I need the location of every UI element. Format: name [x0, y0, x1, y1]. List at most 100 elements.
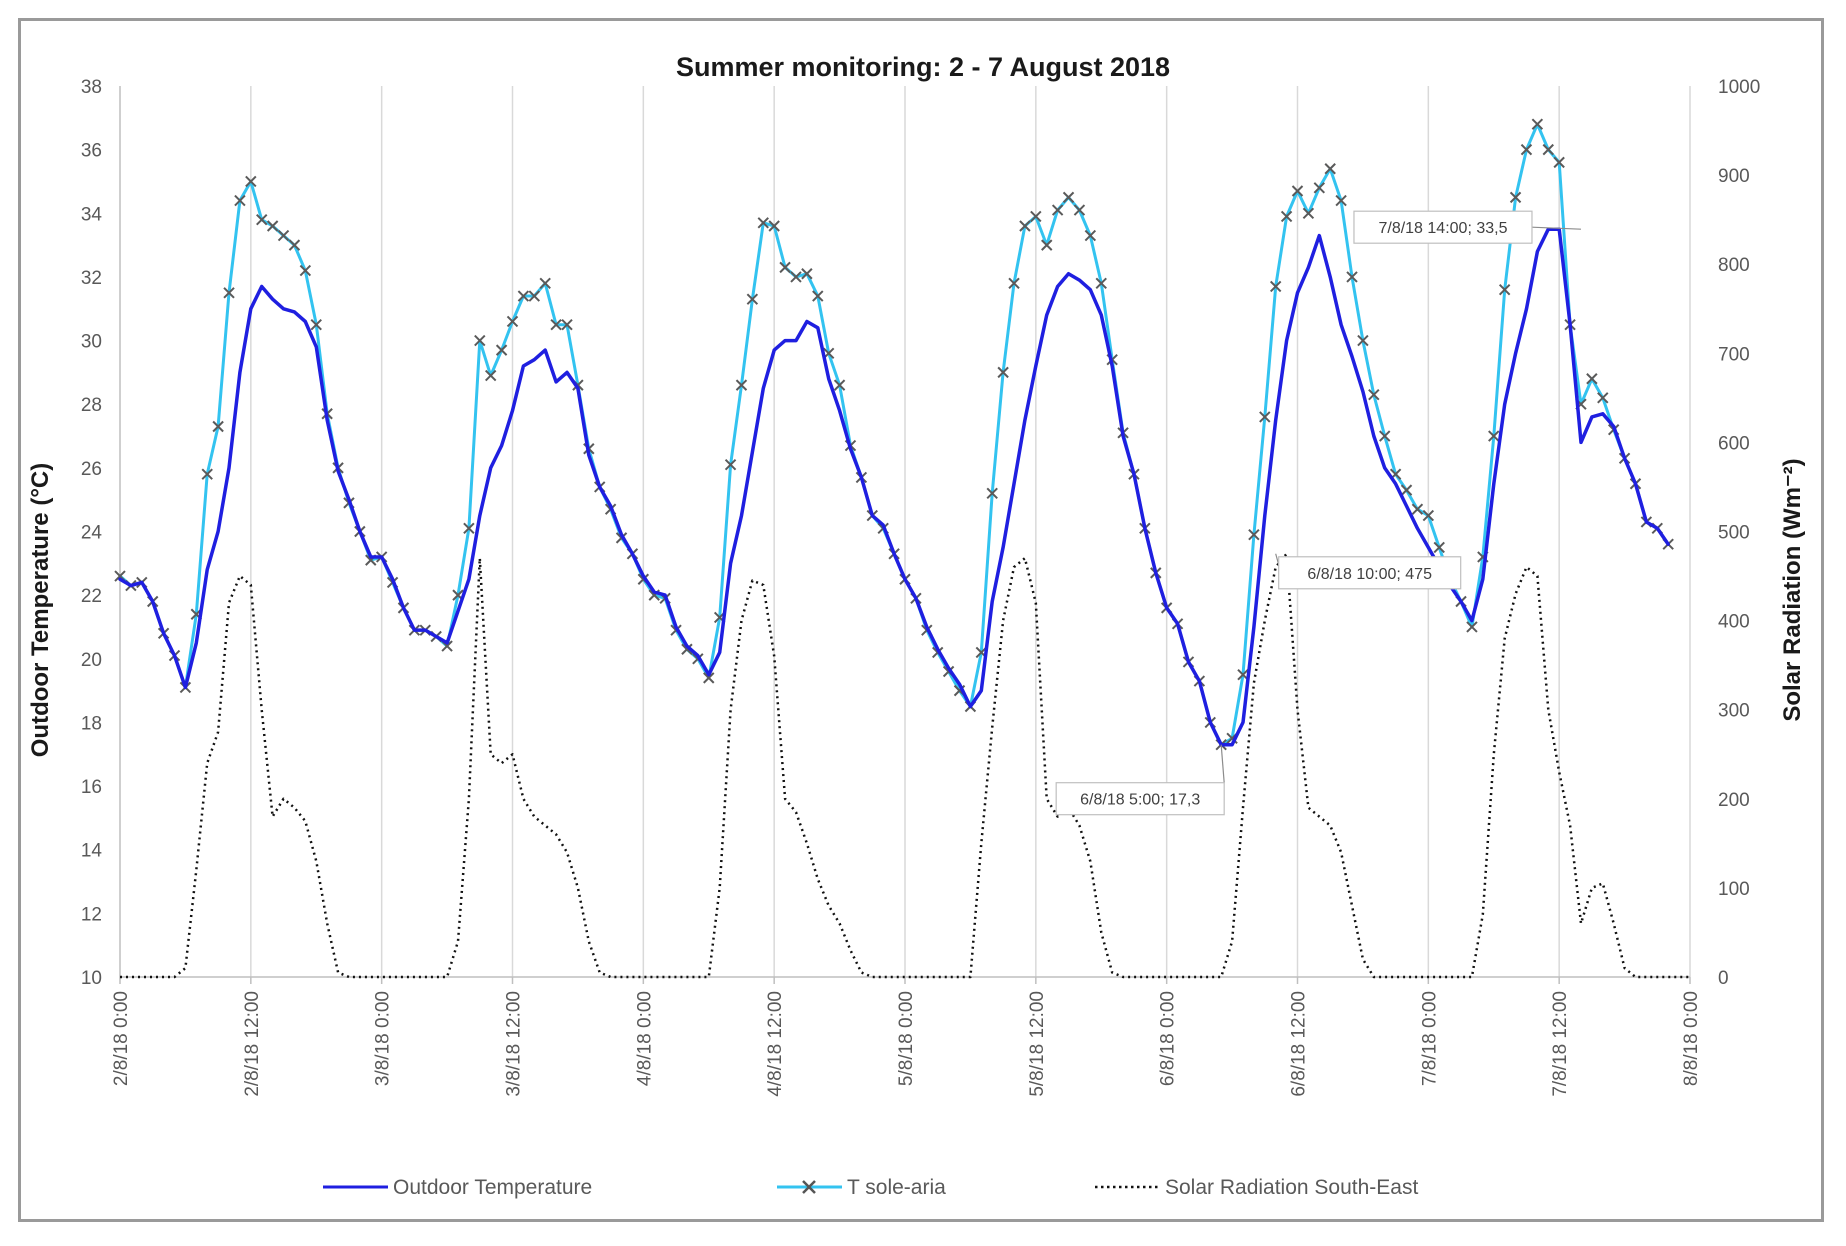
x-tick-label: 6/8/18 0:00 — [1158, 991, 1179, 1086]
series-outdoor-temperature — [118, 227, 1670, 747]
data-point-marker — [1280, 210, 1293, 223]
data-point-marker — [299, 264, 312, 277]
legend-item-solar-radiation[interactable]: Solar Radiation South-East — [1095, 1176, 1418, 1199]
left-tick-label: 14 — [81, 841, 103, 862]
data-point-marker — [833, 379, 846, 391]
callout-box — [1278, 556, 1462, 590]
x-tick-label: 2/8/18 12:00 — [242, 991, 263, 1097]
data-point-marker — [223, 287, 235, 299]
left-tick-label: 24 — [81, 523, 103, 544]
data-point-marker — [550, 318, 562, 331]
x-axis-ticks: 2/8/18 0:00 2/8/18 12:00 3/8/18 0:00 3/8/18… — [111, 991, 1702, 1097]
data-point-marker — [1488, 430, 1500, 442]
x-tick-label: 5/8/18 12:00 — [1027, 991, 1048, 1097]
data-point-marker — [1379, 430, 1391, 442]
data-point-marker — [528, 290, 541, 302]
data-point-marker — [201, 468, 213, 480]
left-tick-label: 36 — [81, 141, 102, 162]
left-tick-label: 12 — [81, 904, 102, 925]
data-point-marker — [1498, 283, 1511, 296]
legend: Outdoor Temperature T sole-aria Solar Ra… — [323, 1176, 1418, 1199]
data-point-marker — [1259, 411, 1271, 423]
data-point-marker — [1095, 277, 1107, 290]
callout-box — [1353, 210, 1533, 244]
left-tick-label: 30 — [81, 332, 102, 353]
legend-item-outdoor-temperature[interactable]: Outdoor Temperature — [323, 1176, 592, 1199]
data-point-marker — [1466, 621, 1478, 633]
data-point-marker — [463, 522, 475, 535]
data-point-marker — [735, 379, 748, 391]
left-tick-label: 18 — [81, 713, 102, 734]
data-point-marker — [1433, 541, 1445, 554]
left-tick-label: 28 — [81, 395, 102, 416]
data-point-marker — [1411, 503, 1424, 515]
data-point-marker — [1019, 220, 1031, 232]
legend-label-t-sole-aria: T sole-aria — [847, 1176, 946, 1199]
right-tick-label: 300 — [1718, 701, 1750, 722]
data-point-marker — [266, 220, 279, 232]
data-point-marker — [1346, 271, 1358, 283]
data-callout: 6/8/18 5:00; 17,3 — [1055, 744, 1225, 816]
data-point-marker — [1597, 392, 1609, 404]
data-point-marker — [1041, 239, 1053, 251]
x-tick-label: 4/8/18 12:00 — [765, 991, 786, 1097]
right-tick-label: 600 — [1718, 433, 1750, 454]
data-point-marker — [474, 334, 486, 347]
data-point-marker — [757, 217, 769, 229]
data-point-marker — [1400, 484, 1413, 496]
left-tick-label: 20 — [81, 650, 102, 671]
data-point-marker — [1269, 280, 1282, 293]
data-point-marker — [1335, 194, 1347, 207]
data-point-marker — [768, 220, 780, 232]
left-axis-title: Outdoor Temperature (°C) — [27, 463, 54, 758]
left-tick-label: 10 — [81, 968, 102, 989]
data-callout: 6/8/18 10:00; 475 — [1275, 553, 1462, 590]
data-point-marker — [539, 277, 551, 290]
callout-leader — [1531, 226, 1581, 230]
data-point-marker — [724, 458, 737, 471]
data-point-marker — [212, 420, 224, 433]
right-tick-label: 800 — [1718, 255, 1750, 276]
data-point-marker — [1084, 229, 1097, 242]
data-point-marker — [1586, 373, 1598, 385]
callout-label: 7/8/18 14:00; 33,5 — [1378, 220, 1507, 237]
data-point-marker — [681, 643, 693, 655]
chart-title: Summer monitoring: 2 - 7 August 2018 — [676, 52, 1170, 82]
annotation-layer: 7/8/18 14:00; 33,5 6/8/18 10:00; 475 6/8/1… — [1055, 210, 1581, 816]
data-point-marker — [790, 271, 802, 283]
data-point-marker — [1062, 191, 1075, 204]
data-point-marker — [1073, 204, 1086, 216]
data-point-marker — [1542, 143, 1554, 156]
data-point-marker — [245, 175, 257, 188]
data-point-marker — [1422, 509, 1435, 522]
right-tick-label: 700 — [1718, 344, 1750, 365]
data-point-marker — [1248, 528, 1260, 541]
data-point-marker — [986, 487, 998, 500]
data-point-marker — [1008, 277, 1020, 290]
data-point-marker — [1357, 334, 1369, 347]
x-tick-label: 7/8/18 0:00 — [1419, 991, 1440, 1086]
data-point-marker — [517, 290, 530, 302]
callout-box — [1055, 782, 1225, 816]
series-line — [118, 227, 1670, 747]
right-tick-label: 900 — [1718, 166, 1750, 187]
data-point-marker — [812, 290, 824, 302]
x-tick-label: 8/8/18 0:00 — [1681, 991, 1702, 1086]
left-tick-label: 38 — [81, 77, 102, 98]
right-axis-title: Solar Radiation (Wm⁻²) — [1779, 458, 1806, 721]
series-layer — [114, 118, 1690, 979]
left-tick-label: 16 — [81, 777, 102, 798]
data-point-marker — [1324, 163, 1336, 175]
data-point-marker — [288, 239, 301, 251]
data-point-marker — [310, 318, 322, 331]
data-point-marker — [779, 261, 791, 274]
data-point-marker — [256, 213, 268, 226]
data-point-marker — [1313, 182, 1326, 194]
x-tick-label: 4/8/18 0:00 — [634, 991, 655, 1086]
data-point-marker — [1051, 204, 1064, 216]
right-tick-label: 1000 — [1718, 77, 1760, 98]
data-point-marker — [495, 344, 508, 356]
legend-item-t-sole-aria[interactable]: T sole-aria — [777, 1176, 946, 1199]
data-point-marker — [484, 369, 497, 382]
